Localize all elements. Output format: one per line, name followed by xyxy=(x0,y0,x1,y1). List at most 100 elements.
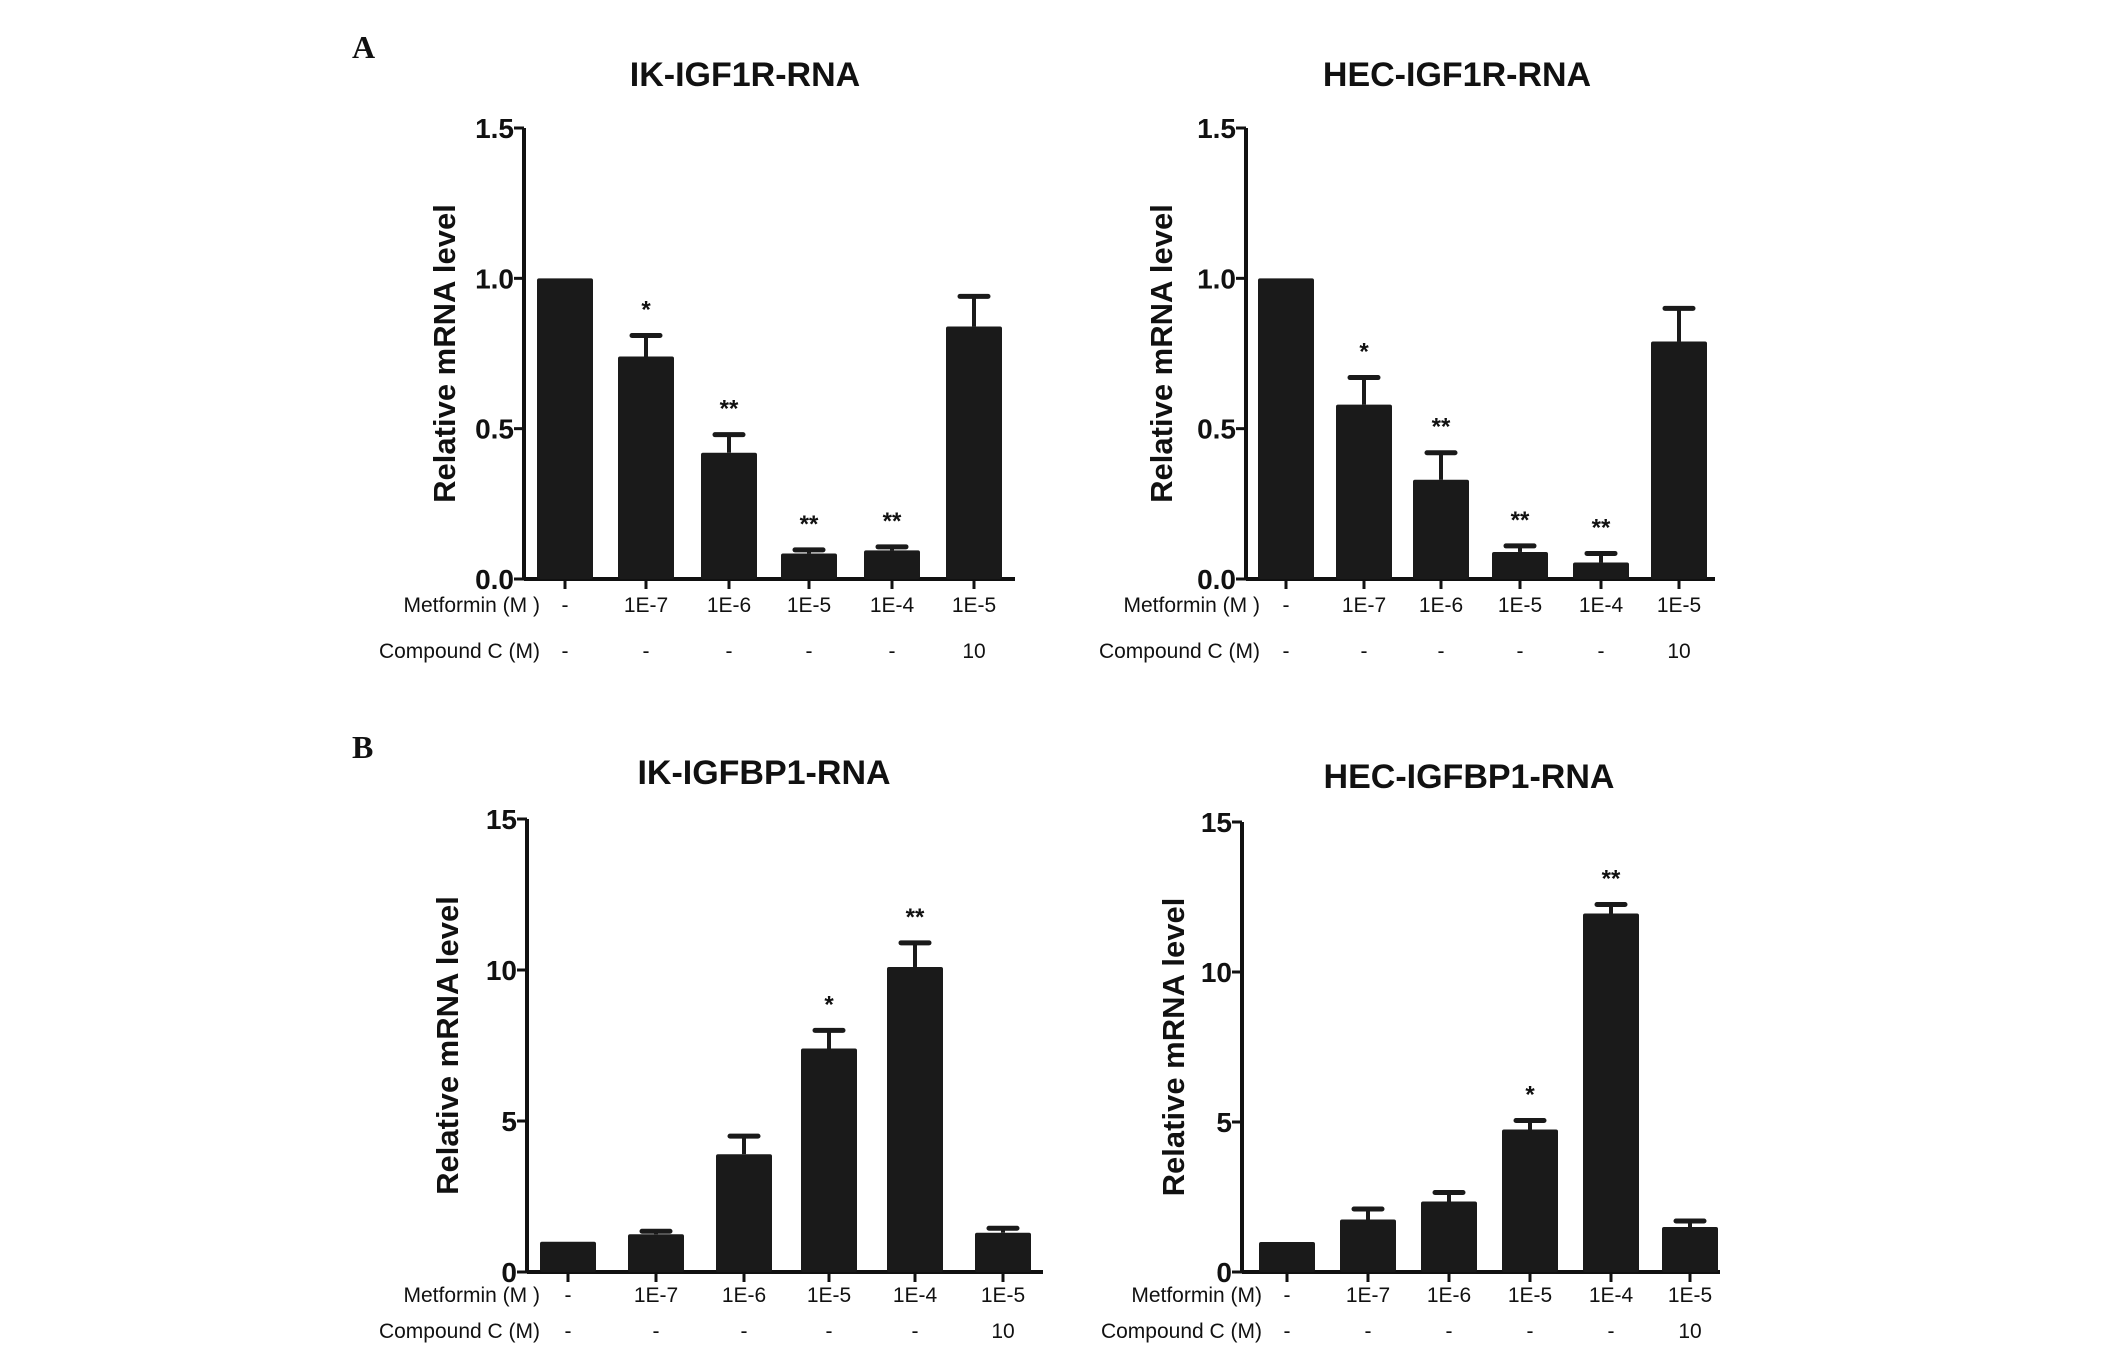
y-tick-label: 0.5 xyxy=(475,414,514,445)
compound-c-dose-label: - xyxy=(565,1320,572,1343)
y-tick-label: 5 xyxy=(501,1106,517,1137)
chart-title: IK-IGF1R-RNA xyxy=(630,56,860,94)
bar xyxy=(701,452,757,579)
metformin-dose-label: - xyxy=(1284,1284,1291,1307)
metformin-dose-label: 1E-4 xyxy=(1579,594,1624,617)
bar xyxy=(628,1234,684,1272)
metformin-dose-label: - xyxy=(562,594,569,617)
compound-c-row-label: Compound C (M) xyxy=(1099,640,1260,663)
bar xyxy=(887,966,943,1272)
metformin-dose-label: 1E-7 xyxy=(624,594,668,617)
compound-c-dose-label: - xyxy=(1283,640,1290,663)
compound-c-dose-label: 10 xyxy=(1667,640,1690,663)
significance-marker: ** xyxy=(1602,866,1621,893)
y-tick-label: 1.5 xyxy=(475,113,514,144)
bar xyxy=(716,1154,772,1272)
metformin-dose-label: 1E-7 xyxy=(1342,594,1386,617)
compound-c-dose-label: - xyxy=(806,640,813,663)
metformin-dose-label: 1E-7 xyxy=(1346,1284,1390,1307)
bar xyxy=(1502,1129,1558,1272)
chart-title: HEC-IGFBP1-RNA xyxy=(1324,758,1615,796)
compound-c-dose-label: - xyxy=(889,640,896,663)
compound-c-dose-label: - xyxy=(826,1320,833,1343)
compound-c-dose-label: - xyxy=(653,1320,660,1343)
compound-c-dose-label: - xyxy=(1608,1320,1615,1343)
bar xyxy=(1340,1219,1396,1272)
compound-c-dose-label: - xyxy=(1361,640,1368,663)
compound-c-dose-label: - xyxy=(1517,640,1524,663)
compound-c-row-label: Compound C (M) xyxy=(379,1320,540,1343)
chart-panel-1: IK-IGF1R-RNA Relative mRNA level 0.0 0.5 1.0… xyxy=(379,56,1015,663)
bar xyxy=(1651,341,1707,579)
compound-c-row-label: Compound C (M) xyxy=(379,640,540,663)
compound-c-dose-label: - xyxy=(643,640,650,663)
metformin-dose-label: 1E-6 xyxy=(1427,1284,1471,1307)
bar xyxy=(1421,1201,1477,1272)
bar xyxy=(864,550,920,579)
y-axis-label: Relative mRNA level xyxy=(1144,204,1179,503)
compound-c-dose-label: 10 xyxy=(1678,1320,1701,1343)
y-tick-label: 1.0 xyxy=(475,263,514,294)
chart-title: HEC-IGF1R-RNA xyxy=(1323,56,1591,94)
chart-panel-4: HEC-IGFBP1-RNA Relative mRNA level 0 5 10 15 -… xyxy=(1101,758,1720,1343)
bar xyxy=(946,326,1002,579)
significance-marker: ** xyxy=(800,511,819,538)
metformin-dose-label: - xyxy=(1283,594,1290,617)
metformin-row-label: Metformin (M) xyxy=(1131,1284,1262,1307)
bar xyxy=(1662,1227,1718,1272)
significance-marker: ** xyxy=(883,508,902,535)
y-tick-label: 10 xyxy=(1201,957,1232,988)
bar xyxy=(1258,278,1314,579)
chart-panel-2: HEC-IGF1R-RNA Relative mRNA level 0.0 0.5 1.… xyxy=(1099,56,1715,663)
significance-marker: ** xyxy=(1511,507,1530,534)
compound-c-dose-label: - xyxy=(1438,640,1445,663)
significance-marker: ** xyxy=(720,396,739,423)
bar xyxy=(975,1232,1031,1272)
metformin-row-label: Metformin (M ) xyxy=(404,594,541,617)
y-tick-label: 0.0 xyxy=(475,564,514,595)
compound-c-dose-label: - xyxy=(1284,1320,1291,1343)
y-tick-label: 0 xyxy=(1216,1257,1232,1288)
bar xyxy=(540,1241,596,1272)
y-tick-label: 15 xyxy=(1201,807,1232,838)
bar xyxy=(618,356,674,579)
metformin-dose-label: 1E-6 xyxy=(707,594,751,617)
y-tick-label: 0 xyxy=(501,1257,517,1288)
compound-c-dose-label: - xyxy=(741,1320,748,1343)
y-axis-label: Relative mRNA level xyxy=(427,204,462,503)
y-tick-label: 15 xyxy=(486,804,517,835)
compound-c-dose-label: - xyxy=(1446,1320,1453,1343)
bar xyxy=(1413,479,1469,579)
metformin-dose-label: 1E-4 xyxy=(893,1284,938,1307)
significance-marker: ** xyxy=(1592,514,1611,541)
significance-marker: * xyxy=(824,991,834,1018)
bar xyxy=(1336,404,1392,579)
chart-panel-3: IK-IGFBP1-RNA Relative mRNA level 0 5 10 15 - -… xyxy=(379,754,1043,1343)
metformin-dose-label: 1E-6 xyxy=(1419,594,1463,617)
y-tick-label: 5 xyxy=(1216,1107,1232,1138)
y-axis-label: Relative mRNA level xyxy=(430,896,465,1195)
panel-label-a: A xyxy=(352,29,375,65)
significance-marker: ** xyxy=(906,904,925,931)
metformin-dose-label: 1E-5 xyxy=(787,594,831,617)
bar xyxy=(1492,551,1548,579)
significance-marker: * xyxy=(1525,1082,1535,1109)
metformin-dose-label: 1E-7 xyxy=(634,1284,678,1307)
bar xyxy=(1583,913,1639,1272)
compound-c-dose-label: - xyxy=(1365,1320,1372,1343)
metformin-dose-label: 1E-4 xyxy=(870,594,915,617)
compound-c-dose-label: - xyxy=(562,640,569,663)
metformin-dose-label: 1E-4 xyxy=(1589,1284,1634,1307)
metformin-dose-label: 1E-5 xyxy=(807,1284,851,1307)
y-tick-label: 10 xyxy=(486,955,517,986)
metformin-dose-label: 1E-5 xyxy=(981,1284,1025,1307)
bar xyxy=(1573,562,1629,579)
compound-c-dose-label: - xyxy=(1598,640,1605,663)
significance-marker: * xyxy=(641,296,651,323)
metformin-row-label: Metformin (M ) xyxy=(404,1284,541,1307)
compound-c-dose-label: - xyxy=(1527,1320,1534,1343)
significance-marker: * xyxy=(1359,339,1369,366)
chart-title: IK-IGFBP1-RNA xyxy=(637,754,890,792)
metformin-dose-label: 1E-5 xyxy=(1498,594,1542,617)
